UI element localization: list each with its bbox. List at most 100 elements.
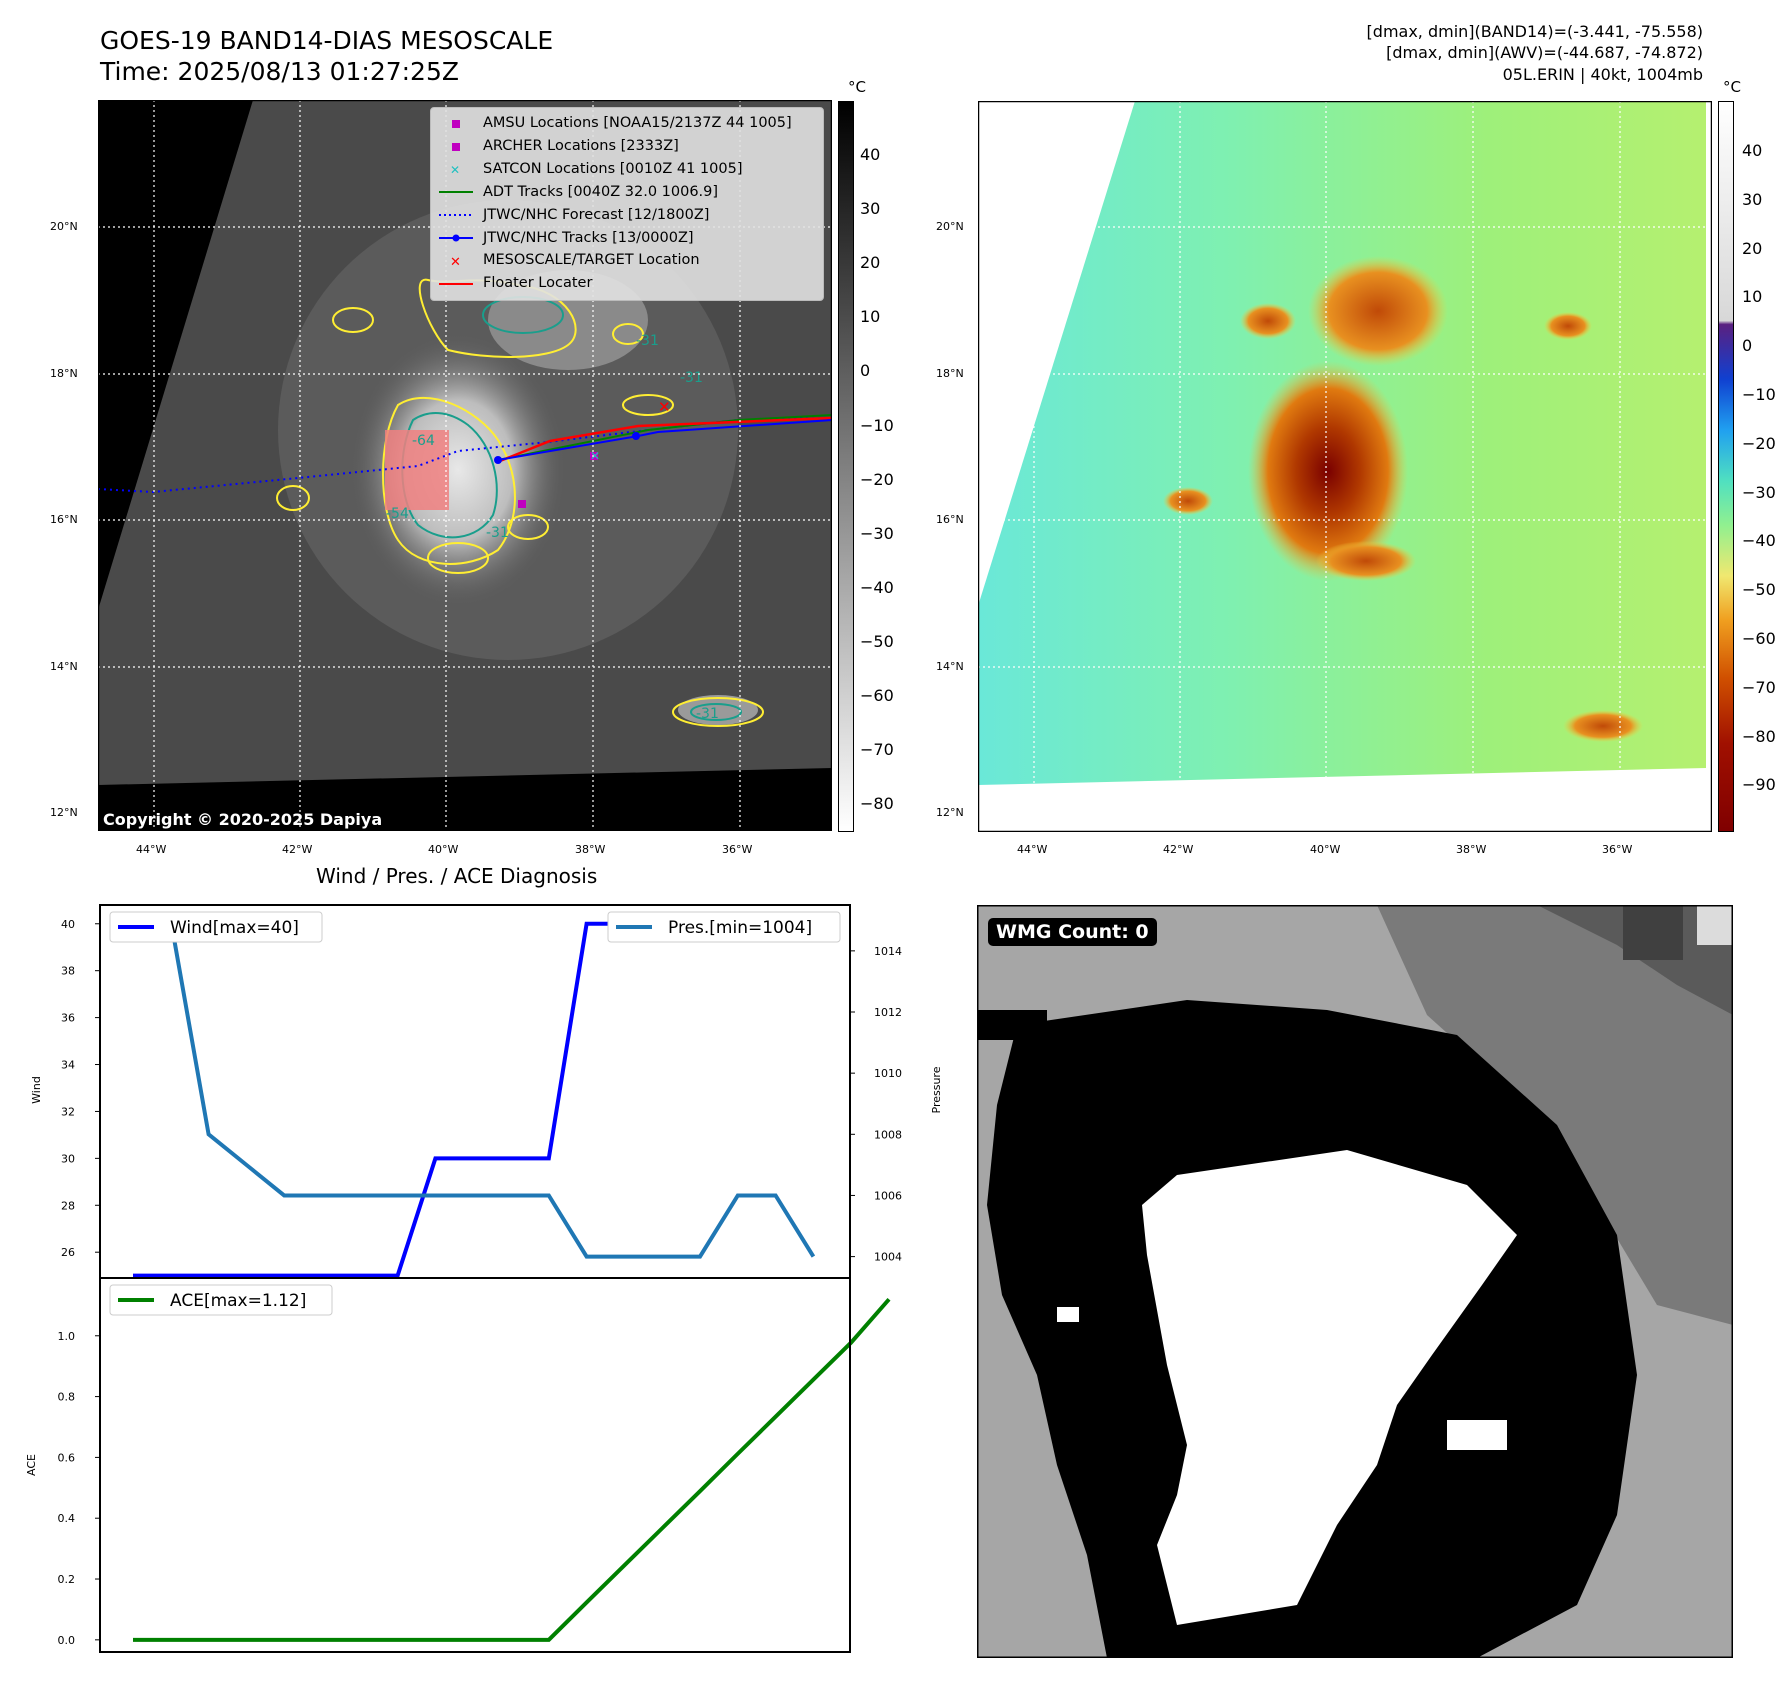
legend-item: AMSU Locations [NOAA15/2137Z 44 1005] [483,115,792,131]
lon-label: 44°W [1017,843,1048,856]
satcon-marker: ✕ [590,449,600,463]
y-tick-label: 38 [61,965,75,978]
lon-label: 36°W [1602,843,1633,856]
lat-label: 14°N [50,660,78,673]
lon-label: 40°W [428,843,459,856]
pressure-series-line [133,918,816,1259]
colorbar-tick: −60 [1742,629,1776,648]
y-tick-label: 0.4 [58,1512,76,1525]
legend-box [109,911,323,943]
copyright-text: Copyright © 2020-2025 Dapiya [103,810,383,829]
y-tick-label: 32 [61,1105,75,1118]
floater-track [499,416,832,463]
figure-title: GOES-19 BAND14-DIAS MESOSCALE [100,26,554,55]
figure-time: Time: 2025/08/13 01:27:25Z [100,57,459,86]
y-tick-label: 0.2 [58,1573,76,1586]
y2-axis-label: Pressure [930,1066,943,1113]
wmg-count-badge: WMG Count: 0 [988,918,1157,946]
colorbar-tick: −30 [860,523,894,543]
colorbar-tick: −10 [1742,385,1776,404]
y2-tick-label: 1010 [874,1067,902,1080]
colorbar-unit: °C [1723,78,1741,96]
contour-label: -54 [386,506,409,522]
legend-labels: AMSU Locations [NOAA15/2137Z 44 1005] AR… [483,112,792,295]
bottom-axes-frame [99,1277,851,1653]
square-marker [452,120,460,128]
lat-label: 14°N [936,660,964,673]
y-tick-label: 36 [61,1012,75,1025]
y2-tick-label: 1006 [874,1189,902,1202]
legend-item: Floater Locater [483,275,593,292]
y-tick-label: 28 [61,1199,75,1212]
colorbar-tick: 40 [1742,141,1763,160]
lat-label: 20°N [50,220,78,233]
y2-tick-label: 1014 [874,945,902,958]
target-box [385,430,449,510]
dmax-band14-text: [dmax, dmin](BAND14)=(-3.441, -75.558) [1366,22,1703,41]
legend-label: Wind[max=40] [170,918,299,938]
amsu-marker [590,452,598,460]
dot-marker [452,234,460,242]
y2-tick-label: 1008 [874,1128,902,1141]
y-tick-label: 0.8 [58,1391,76,1404]
legend-item: JTWC/NHC Forecast [12/1800Z] [483,206,710,223]
colorbar-tick: 30 [1742,189,1763,209]
colorbar-tick: 0 [860,361,871,381]
colorbar-tick: −20 [1742,433,1776,453]
y-tick-label: 34 [61,1059,75,1072]
adt-track [497,414,832,461]
colorbar-tick: −70 [860,740,894,760]
y-tick-label: 30 [61,1152,75,1165]
colorbar-tick: 10 [1742,287,1763,307]
contour-label: -31 [636,333,659,349]
colorbar-tick: 20 [860,253,881,273]
x-marker: ✕ [450,255,461,270]
wind-series-line [133,921,814,1278]
legend-label: Pres.[min=1004] [668,918,812,938]
legend-item: JTWC/NHC Tracks [13/0000Z] [483,229,694,246]
map-legend: ✕ ✕ AMSU Locations [NOAA15/2137Z 44 1005… [430,107,824,301]
y-tick-label: 0.0 [58,1634,76,1647]
gray-colorbar [838,101,854,832]
colorbar-tick: 30 [860,199,881,219]
lon-label: 42°W [282,843,313,856]
y-tick-label: 1.0 [58,1330,76,1343]
wmg-panel [977,905,1733,1658]
legend-box [607,911,841,943]
legend-box [109,1284,333,1316]
legend-symbols: ✕ ✕ [439,120,473,285]
legend-item: MESOSCALE/TARGET Location [483,252,700,269]
lon-label: 38°W [575,843,606,856]
lon-label: 40°W [1310,843,1341,856]
storm-info-text: 05L.ERIN | 40kt, 1004mb [1502,65,1703,84]
legend-item: ADT Tracks [0040Z 32.0 1006.9] [483,183,719,200]
lon-label: 36°W [722,843,753,856]
lat-label: 18°N [936,367,964,380]
colorbar-tick: −80 [1742,726,1776,746]
lat-label: 12°N [50,806,78,819]
awv-colorbar [1718,101,1734,832]
map-grid [978,101,1712,832]
y-axis-label: ACE [25,1454,38,1476]
legend-item: ARCHER Locations [2333Z] [483,137,679,154]
y-tick-label: 40 [61,918,75,931]
contour-label: -31 [696,706,719,722]
y2-tick-label: 1012 [874,1006,902,1019]
colorbar-tick: −50 [1742,580,1776,600]
colorbar-tick: 0 [1742,336,1753,356]
contour-label: -31 [486,525,509,541]
legend-item: SATCON Locations [0010Z 41 1005] [483,160,743,177]
colorbar-tick: −60 [860,686,894,705]
lat-label: 16°N [936,513,964,526]
colorbar-tick: 20 [1742,238,1763,258]
ace-series-line [133,1297,891,1642]
colorbar-tick: −20 [860,469,894,489]
contour-label: -64 [412,433,435,449]
lat-label: 16°N [50,513,78,526]
lon-label: 38°W [1456,843,1487,856]
lat-label: 18°N [50,367,78,380]
square-marker [452,143,460,151]
archer-marker [518,500,526,508]
awv-satellite-map [978,101,1712,832]
y2-tick-label: 1004 [874,1251,902,1264]
